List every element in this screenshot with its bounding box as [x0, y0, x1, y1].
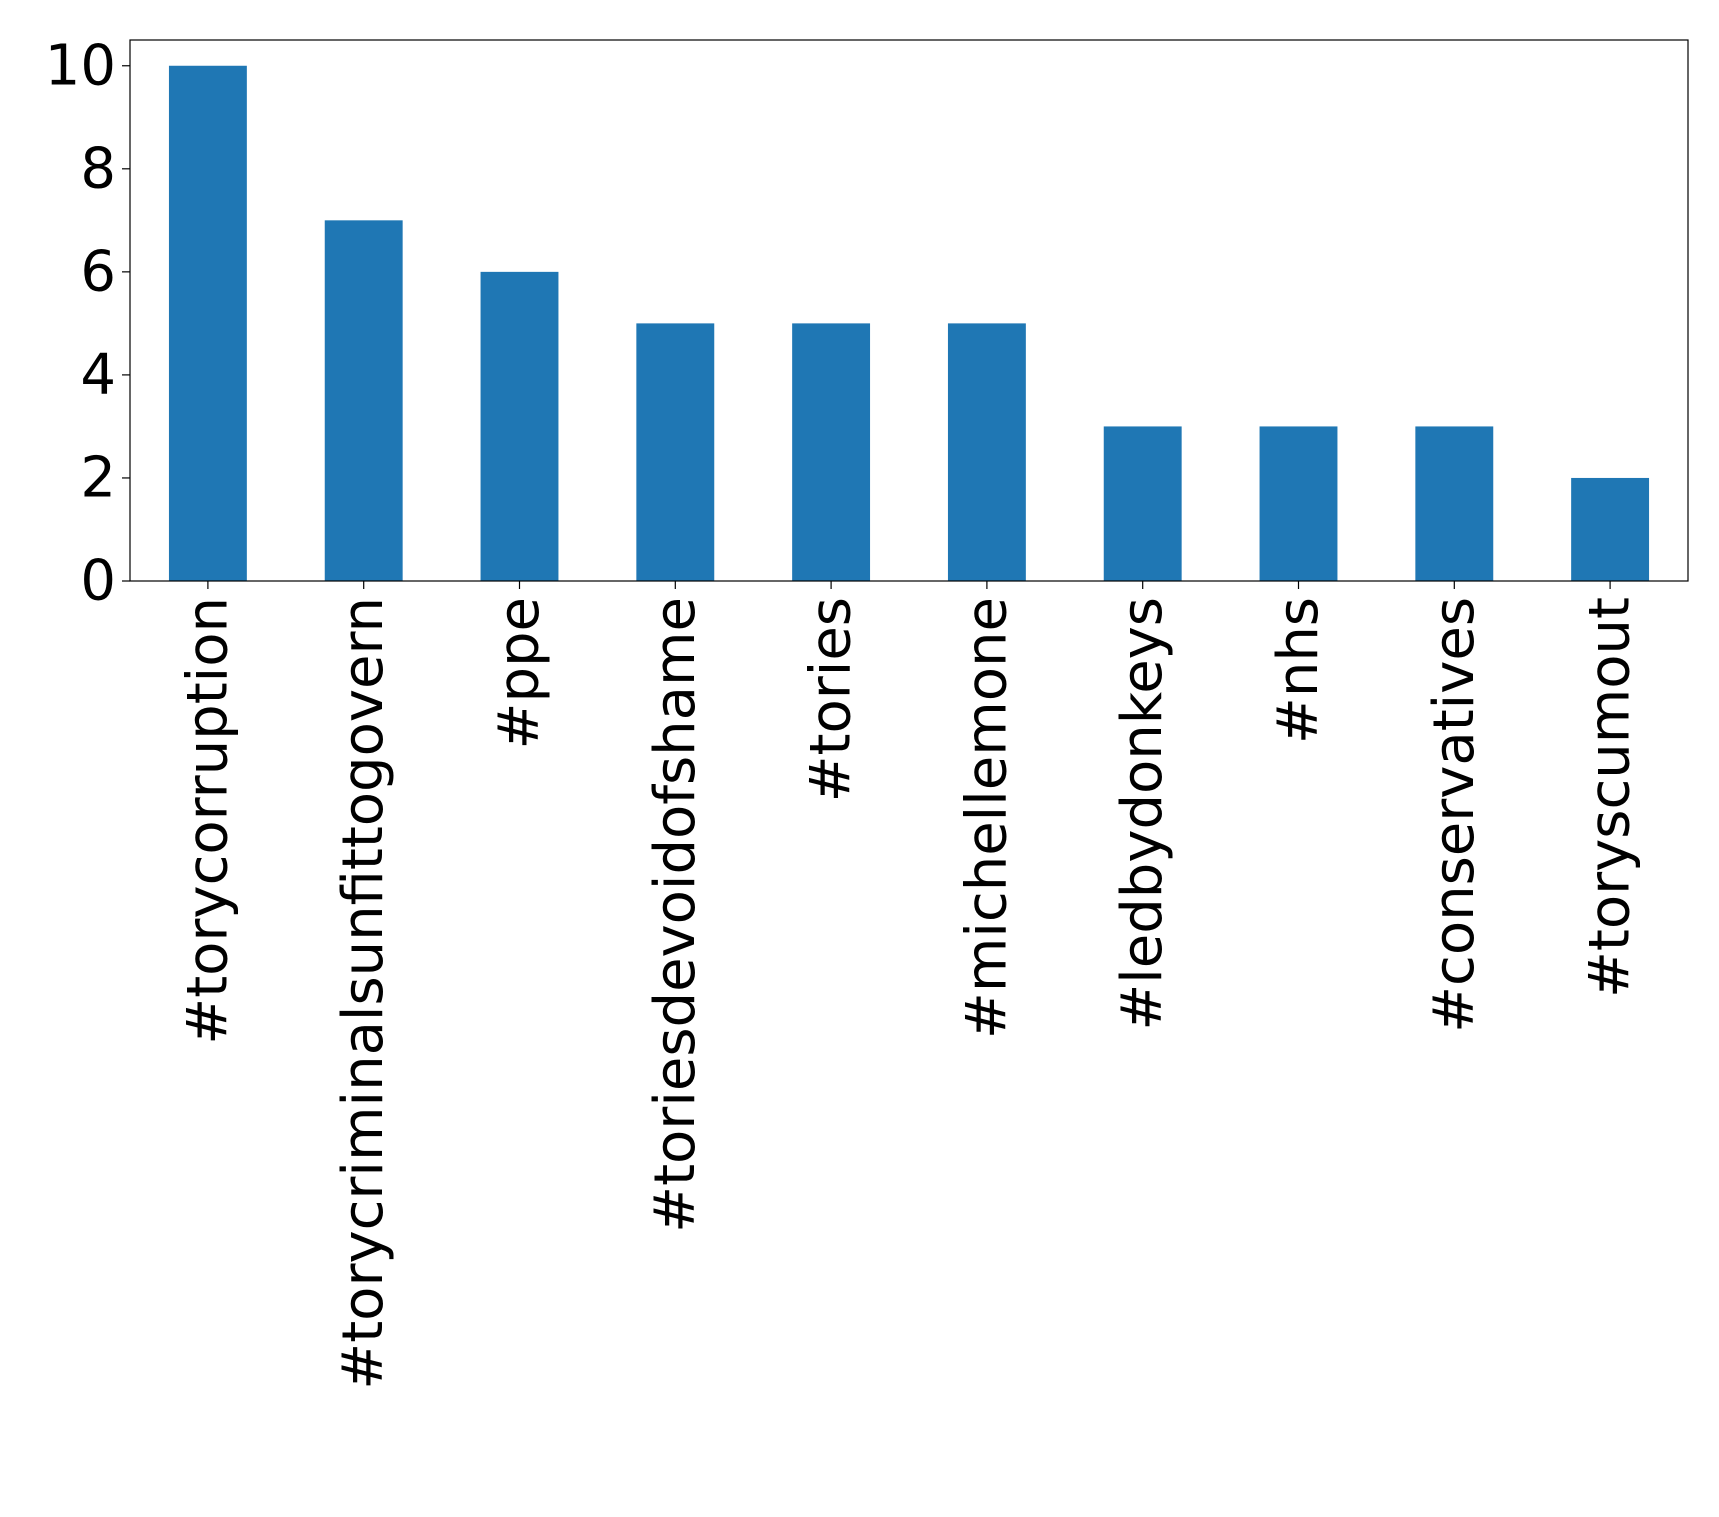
bars-layer — [168, 65, 1650, 581]
bar — [324, 220, 403, 581]
x-tick-label: #nhs — [1266, 597, 1331, 744]
x-tick-label: #toriesdevoidofshame — [643, 597, 708, 1233]
y-tick-label: 10 — [45, 33, 116, 98]
x-tick-label: #conservatives — [1422, 597, 1487, 1033]
bar — [636, 323, 715, 581]
bar — [947, 323, 1026, 581]
y-axis: 0 2 4 6 8 10 — [45, 33, 130, 614]
x-tick-label: #ppe — [487, 597, 552, 749]
x-tick-label: #toryscumout — [1578, 597, 1643, 998]
plot-frame — [129, 39, 1689, 582]
bar — [1415, 426, 1494, 581]
y-tick-label: 2 — [80, 445, 116, 510]
x-tick-label: #torycriminalsunfittogovern — [331, 597, 396, 1390]
x-tick-label: #michellemone — [954, 597, 1019, 1039]
bar — [792, 323, 871, 581]
y-tick-label: 0 — [80, 549, 116, 614]
bar — [168, 65, 247, 581]
bar — [1259, 426, 1338, 581]
y-tick-label: 4 — [80, 342, 116, 407]
y-tick-label: 8 — [80, 136, 116, 201]
x-tick-label: #ledbydonkeys — [1110, 597, 1175, 1031]
bar — [480, 271, 559, 581]
bar — [1571, 477, 1650, 581]
x-tick-label: #torycorruption — [175, 597, 240, 1045]
y-tick-label: 6 — [80, 239, 116, 304]
x-axis: #torycorruption #torycriminalsunfittogove… — [175, 581, 1643, 1390]
bar — [1103, 426, 1182, 581]
x-tick-label: #tories — [799, 597, 864, 802]
